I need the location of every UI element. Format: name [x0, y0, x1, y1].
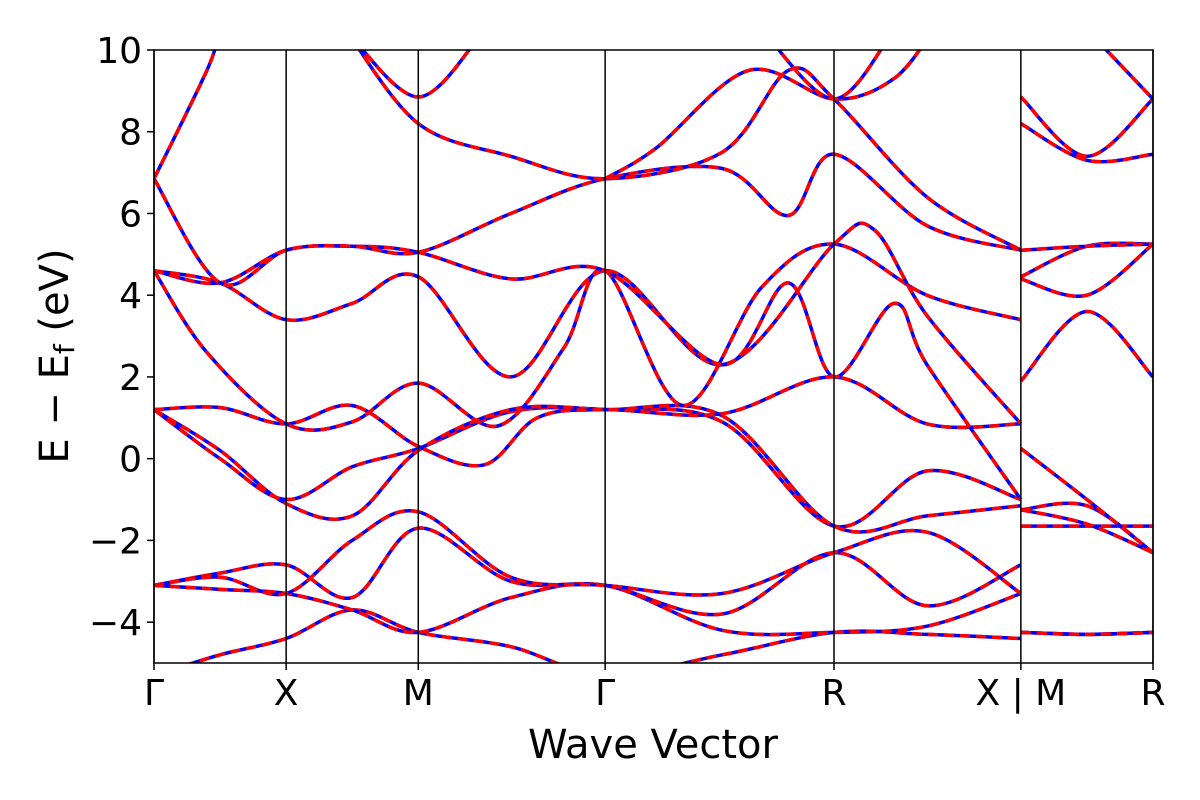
band-line-red-dashed: [154, 50, 217, 180]
x-tick-label: R: [821, 673, 846, 714]
band-line-red-dashed: [1020, 242, 1153, 252]
band-line-red-dashed: [1019, 309, 1153, 383]
band-line-red-dashed: [1103, 50, 1153, 101]
y-axis-title: E − Ef (eV): [32, 248, 81, 463]
y-tick-label: 6: [119, 194, 142, 235]
band-line-red-dashed: [154, 582, 1022, 637]
y-tick-label: 4: [119, 276, 142, 317]
y-tick-label: −4: [89, 603, 142, 644]
x-tick-label: Γ: [595, 673, 615, 714]
y-axis: 10 8 6 4 2 0 −2 −4: [89, 31, 154, 644]
band-line-red-dashed: [1020, 122, 1153, 164]
y-axis-title-unit: (eV): [32, 248, 78, 344]
band-line-red-dashed: [154, 221, 1023, 426]
y-tick-label: 0: [119, 440, 142, 481]
band-line-red-dashed: [1020, 508, 1153, 555]
x-tick-label: X | M: [975, 673, 1066, 714]
y-axis-title-sub: f: [48, 343, 81, 354]
band-line-red-dashed: [604, 50, 922, 181]
y-tick-label: 2: [119, 358, 142, 399]
x-axis-title: Wave Vector: [528, 722, 779, 768]
band-line-red-dashed: [1020, 630, 1153, 637]
y-tick-label: 10: [96, 31, 142, 72]
band-line-red-dashed: [1020, 242, 1153, 299]
band-line-red-dashed: [154, 152, 1022, 287]
x-tick-label: R: [1140, 673, 1165, 714]
band-line-red-dashed: [357, 50, 1022, 252]
band-line-red-dashed: [154, 508, 1022, 597]
band-line-red-dashed: [154, 243, 1023, 501]
y-tick-label: −2: [89, 521, 142, 562]
plot-frame: [153, 49, 1154, 664]
y-axis-title-main: E − E: [32, 354, 78, 464]
x-tick-label: Γ: [144, 673, 164, 714]
band-line-red-dashed: [1019, 95, 1153, 159]
x-tick-label: M: [403, 673, 434, 714]
x-axis: Γ X M Γ R X | M R: [144, 663, 1166, 714]
band-line-red-dashed: [1019, 447, 1153, 555]
y-tick-label: 8: [119, 113, 142, 154]
x-tick-label: X: [274, 673, 299, 714]
band-line-red-dashed: [154, 403, 1022, 534]
